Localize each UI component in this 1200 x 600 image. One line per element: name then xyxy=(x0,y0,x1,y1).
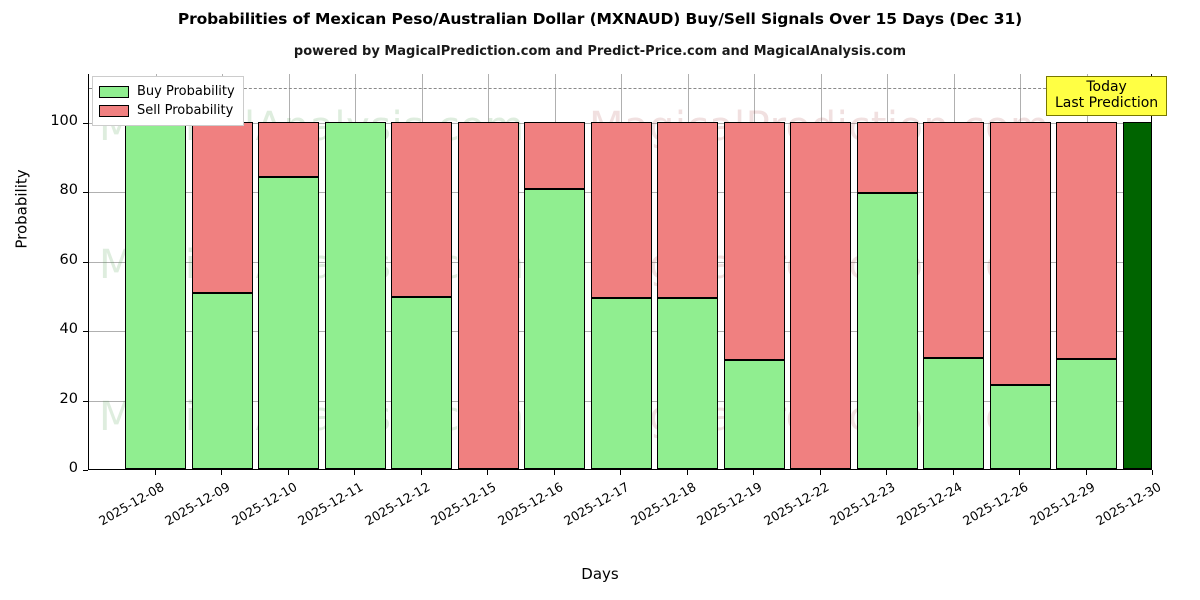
bar-2025-12-22[interactable] xyxy=(790,74,851,469)
bar-2025-12-17[interactable] xyxy=(590,74,652,469)
bar-2025-12-09[interactable] xyxy=(191,74,253,469)
x-tick-mark xyxy=(553,470,555,475)
bar-segment-sell xyxy=(1056,121,1117,359)
x-tick-label: 2025-12-08 xyxy=(95,479,166,529)
bar-segment-sell xyxy=(590,121,652,298)
bar-segment-buy xyxy=(723,359,785,469)
x-tick-mark xyxy=(753,470,754,475)
reference-line xyxy=(89,87,1151,89)
x-tick-label: 2025-12-16 xyxy=(494,479,565,529)
bar-segment-sell xyxy=(457,121,519,469)
bar-segment-buy xyxy=(657,297,718,469)
x-axis-label: Days xyxy=(581,565,619,583)
bar-2025-12-19[interactable] xyxy=(723,74,785,469)
legend-item[interactable]: Buy Probability xyxy=(99,82,235,101)
bar-2025-12-30[interactable] xyxy=(1122,74,1151,469)
bar-segment-sell xyxy=(391,121,452,298)
bar-segment-sell xyxy=(657,121,718,298)
y-tick-label: 20 xyxy=(59,390,78,407)
bar-2025-12-12[interactable] xyxy=(391,74,452,469)
bar-segment-sell xyxy=(191,121,253,293)
x-tick-label: 2025-12-29 xyxy=(1026,479,1097,529)
today-annotation: Today Last Prediction xyxy=(1046,76,1168,117)
x-tick-mark xyxy=(221,470,222,475)
x-tick-mark xyxy=(620,470,621,475)
bar-2025-12-26[interactable] xyxy=(989,74,1051,469)
bar-segment-sell xyxy=(723,121,785,360)
x-tick-mark xyxy=(819,470,821,475)
bar-segment-sell xyxy=(856,121,918,193)
x-tick-mark xyxy=(1019,470,1020,475)
y-tick-label: 60 xyxy=(59,251,78,268)
x-tick-mark xyxy=(686,470,688,475)
x-tick-mark xyxy=(1152,470,1153,475)
y-tick-mark xyxy=(83,261,88,263)
y-tick-label: 80 xyxy=(59,182,78,199)
x-tick-mark xyxy=(354,470,355,475)
today-annotation-line1: Today xyxy=(1086,79,1127,95)
bar-2025-12-16[interactable] xyxy=(524,74,585,469)
legend-item-label: Sell Probability xyxy=(137,103,234,118)
y-tick-label: 0 xyxy=(68,460,78,476)
x-tick-mark xyxy=(886,470,887,475)
legend-item[interactable]: Sell Probability xyxy=(99,101,235,120)
y-tick-label: 100 xyxy=(50,112,78,129)
y-axis-label: Probability xyxy=(12,169,31,249)
bar-2025-12-10[interactable] xyxy=(258,74,319,469)
x-tick-mark xyxy=(420,470,422,475)
bar-segment-sell xyxy=(790,121,851,469)
plot-clip: MagicalAnalysis.comMagicalPrediction.com… xyxy=(89,74,1151,469)
y-tick-mark xyxy=(83,122,88,124)
y-tick-mark xyxy=(83,192,88,194)
bar-segment-today xyxy=(1122,121,1151,469)
y-tick-label: 40 xyxy=(59,321,78,338)
bar-segment-buy xyxy=(590,297,652,469)
bar-segment-buy xyxy=(191,292,253,469)
today-annotation-line2: Last Prediction xyxy=(1055,95,1159,112)
bar-segment-sell xyxy=(989,121,1051,385)
chart-legend: Buy Probability Sell Probability xyxy=(92,76,244,126)
x-tick-mark xyxy=(154,470,156,475)
bar-segment-buy xyxy=(391,297,452,469)
x-tick-label: 2025-12-22 xyxy=(760,479,831,529)
bar-segment-buy xyxy=(258,176,319,469)
legend-swatch-icon xyxy=(99,85,129,98)
x-tick-label: 2025-12-10 xyxy=(228,479,299,529)
x-tick-label: 2025-12-24 xyxy=(893,479,964,529)
y-tick-mark xyxy=(83,400,88,402)
bar-segment-buy xyxy=(989,384,1051,469)
bar-segment-buy xyxy=(856,192,918,469)
legend-item-label: Buy Probability xyxy=(137,84,235,99)
bar-segment-sell xyxy=(258,121,319,177)
y-tick-mark xyxy=(83,331,88,333)
bar-segment-buy xyxy=(524,189,585,469)
x-tick-mark xyxy=(952,470,954,475)
bar-segment-buy xyxy=(125,121,186,469)
bar-2025-12-08[interactable] xyxy=(125,74,186,469)
bar-2025-12-18[interactable] xyxy=(657,74,718,469)
bar-segment-sell xyxy=(524,121,585,190)
chart-title: Probabilities of Mexican Peso/Australian… xyxy=(177,10,1023,28)
x-tick-label: 2025-12-12 xyxy=(361,479,432,529)
legend-swatch-icon xyxy=(99,104,129,117)
chart-subtitle: powered by MagicalPrediction.com and Pre… xyxy=(293,44,907,59)
bar-2025-12-15[interactable] xyxy=(457,74,519,469)
bar-segment-buy xyxy=(324,121,386,469)
x-tick-label: 2025-12-18 xyxy=(627,479,698,529)
plot-area: MagicalAnalysis.comMagicalPrediction.com… xyxy=(88,74,1152,470)
bar-segment-sell xyxy=(923,121,984,359)
bar-2025-12-23[interactable] xyxy=(856,74,918,469)
bar-2025-12-24[interactable] xyxy=(923,74,984,469)
x-tick-mark xyxy=(287,470,289,475)
bar-2025-12-11[interactable] xyxy=(324,74,386,469)
bar-segment-buy xyxy=(923,358,984,469)
bar-segment-buy xyxy=(1056,358,1117,469)
y-tick-mark xyxy=(83,470,88,471)
x-tick-mark xyxy=(487,470,488,475)
bar-2025-12-29[interactable] xyxy=(1056,74,1117,469)
x-tick-mark xyxy=(1085,470,1087,475)
